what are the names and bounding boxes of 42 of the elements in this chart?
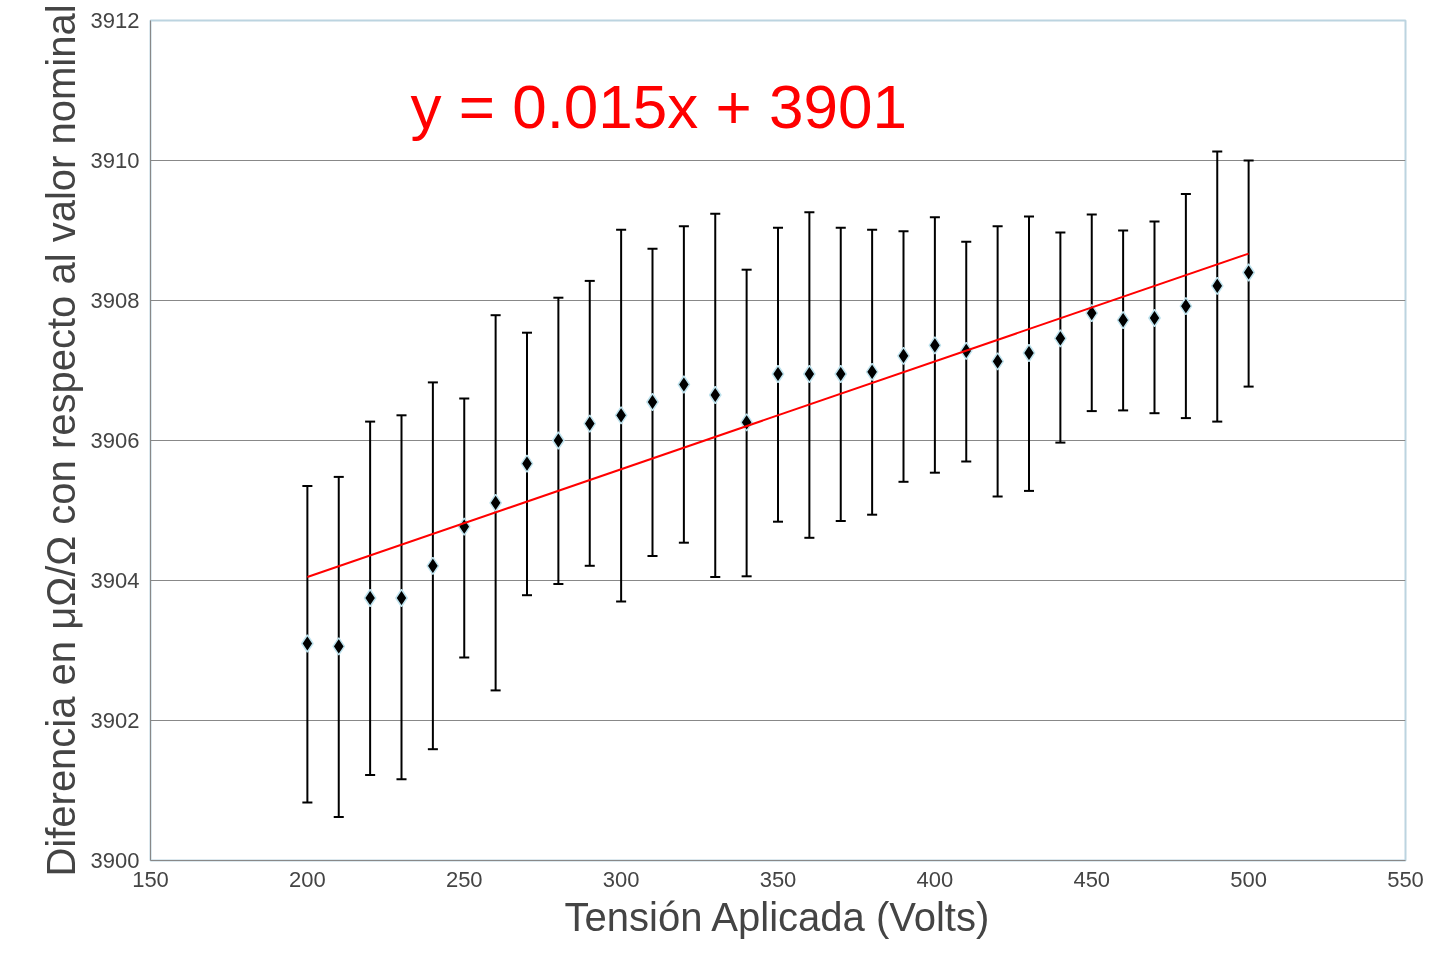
y-axis-title: Diferencia en μΩ/Ω con respecto al valor nominal (38, 4, 83, 877)
x-tick-label: 400 (916, 866, 954, 892)
point (771, 364, 785, 384)
point (583, 414, 597, 433)
x-tick-label: 250 (445, 866, 483, 892)
x-tick-label: 350 (759, 866, 797, 892)
point (1085, 303, 1099, 323)
point (865, 362, 879, 382)
point (489, 493, 503, 513)
annotation: y = 0.015x + 3901 (410, 71, 907, 141)
y-tick-label: 3908 (90, 288, 140, 313)
point (1053, 329, 1067, 348)
point (802, 364, 816, 384)
point (520, 454, 534, 473)
x-tick-label: 300 (602, 866, 640, 892)
point (1022, 343, 1036, 363)
y-tick-label: 3902 (90, 708, 140, 733)
x-tick-label: 450 (1073, 866, 1111, 892)
point (834, 364, 848, 384)
y-tick-label: 3910 (90, 148, 140, 173)
y-tick-label: 3904 (90, 568, 140, 593)
point (677, 375, 691, 394)
point (363, 588, 377, 608)
point (991, 352, 1005, 371)
x-tick-label: 200 (289, 866, 326, 892)
point (551, 431, 565, 450)
point (928, 336, 942, 355)
point (300, 634, 314, 653)
y-tick-label: 3906 (90, 428, 140, 453)
x-axis-title: Tensión Aplicada (Volts) (564, 894, 990, 939)
point (426, 556, 440, 576)
point (1242, 263, 1256, 282)
point (1210, 276, 1224, 296)
x-tick-label: 550 (1387, 866, 1424, 892)
point (614, 406, 628, 425)
y-tick-label: 3900 (90, 848, 140, 873)
point (708, 385, 722, 405)
point (1179, 296, 1193, 316)
point (1116, 310, 1130, 330)
y-tick-label: 3912 (90, 8, 140, 33)
x-tick-label: 500 (1230, 866, 1267, 892)
point (332, 637, 346, 656)
